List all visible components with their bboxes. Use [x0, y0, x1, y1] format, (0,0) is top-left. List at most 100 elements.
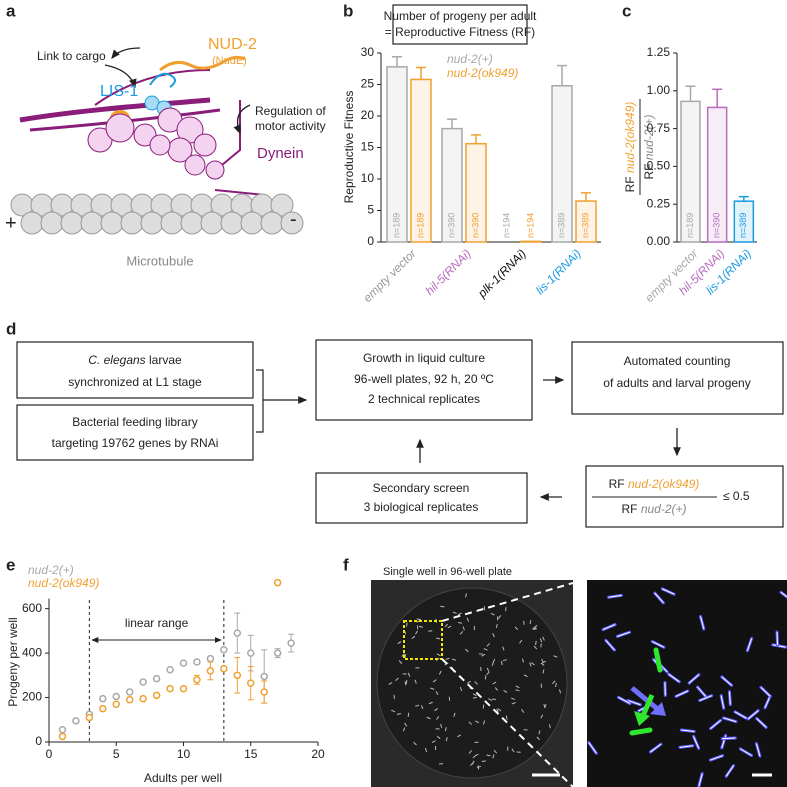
worm: [494, 687, 499, 691]
n-label: n=390: [712, 213, 722, 238]
flow-text: Bacterial feeding library: [72, 415, 197, 429]
tubulin: [140, 211, 164, 235]
y-tick-label: 15: [361, 140, 375, 154]
worm-core: [679, 745, 693, 748]
flow-text: C. elegans larvae: [88, 353, 182, 367]
worm: [435, 691, 439, 696]
y-tick-label: 20: [361, 108, 375, 122]
worm: [393, 694, 395, 699]
worm: [515, 689, 520, 692]
worm: [540, 714, 544, 719]
point: [193, 676, 201, 684]
worm: [486, 643, 490, 647]
worm: [426, 716, 431, 720]
worm-core: [756, 718, 767, 728]
x-tick-label: 0: [46, 747, 53, 761]
pointer-head: [634, 711, 650, 726]
worm-core: [755, 743, 761, 757]
y-tick-label: 10: [361, 171, 375, 185]
worm: [496, 708, 499, 713]
protein-label: (NudE): [212, 55, 247, 67]
n-label: n=389: [580, 213, 590, 238]
legend-entry: nud-2(+): [447, 52, 493, 66]
flow-text: synchronized at L1 stage: [68, 375, 202, 389]
zoom-line: [441, 582, 574, 622]
worm-core: [722, 737, 736, 740]
worm: [486, 671, 490, 676]
worm: [519, 639, 523, 644]
worm: [523, 674, 528, 678]
worm: [402, 727, 406, 732]
flow-box: [315, 339, 533, 421]
worm: [541, 658, 544, 663]
legend-entry: nud-2(ok949): [447, 66, 518, 80]
worm: [457, 621, 463, 624]
annotation: motor activity: [255, 119, 326, 133]
n-label: n=189: [685, 213, 695, 238]
worm: [406, 622, 408, 627]
point: [179, 659, 188, 667]
worm: [436, 637, 441, 640]
flow-text-part: nud-2(ok949): [628, 477, 699, 491]
worm: [465, 648, 469, 653]
x-tick-label: 15: [244, 747, 258, 761]
worm: [490, 612, 495, 616]
worm: [395, 677, 399, 681]
worm-core: [747, 710, 759, 720]
dynein-diagram: [10, 55, 304, 235]
flow-text: RF nud-2(+): [621, 502, 686, 516]
worm: [453, 712, 456, 717]
tubulin: [260, 211, 284, 235]
point: [112, 692, 120, 701]
point: [220, 646, 228, 654]
y-tick-label: 1.25: [647, 45, 671, 59]
worm: [492, 658, 496, 663]
worm: [542, 636, 545, 641]
y-tick-label: 0: [35, 734, 42, 748]
worm: [452, 611, 457, 614]
point: [247, 679, 255, 687]
worm: [486, 667, 490, 672]
worm: [472, 696, 477, 699]
protein-label: LIS-1: [100, 83, 138, 100]
worm: [413, 741, 417, 746]
point: [152, 674, 161, 683]
worm: [502, 646, 505, 651]
point: [273, 649, 282, 657]
flow-box: [16, 341, 254, 399]
point: [260, 688, 268, 696]
worm: [514, 626, 519, 631]
panel-label: c: [622, 1, 631, 20]
y-tick-label: 0: [367, 234, 374, 248]
worm: [539, 638, 543, 643]
worm-core: [764, 695, 771, 708]
worm: [492, 754, 495, 759]
dynein-domain: [184, 154, 206, 176]
worm: [493, 749, 498, 754]
worm: [436, 653, 441, 657]
worm: [544, 704, 547, 709]
panel-label: f: [343, 555, 349, 574]
worm: [511, 748, 515, 753]
worm: [553, 655, 558, 658]
worm-adult: [629, 727, 653, 736]
worm-core: [710, 719, 721, 729]
worm: [492, 681, 497, 685]
image-title: Single well in 96-well plate: [383, 566, 512, 578]
y-axis-label-denominator: RF nud-2(+): [642, 114, 656, 179]
worm-core: [746, 638, 753, 651]
tubulin: [220, 211, 244, 235]
dynein-domain: [149, 134, 171, 156]
dynein-domain: [133, 123, 157, 147]
worm: [424, 748, 427, 753]
worm: [549, 724, 551, 729]
worm: [482, 704, 485, 709]
worm-adult: [653, 647, 663, 673]
worm: [529, 620, 532, 625]
worm: [396, 713, 401, 715]
tubulin: [160, 211, 184, 235]
y-tick-label: 0.50: [647, 159, 671, 173]
y-tick-label: 0.25: [647, 196, 671, 210]
point: [72, 717, 80, 725]
panel-label: d: [6, 319, 16, 338]
